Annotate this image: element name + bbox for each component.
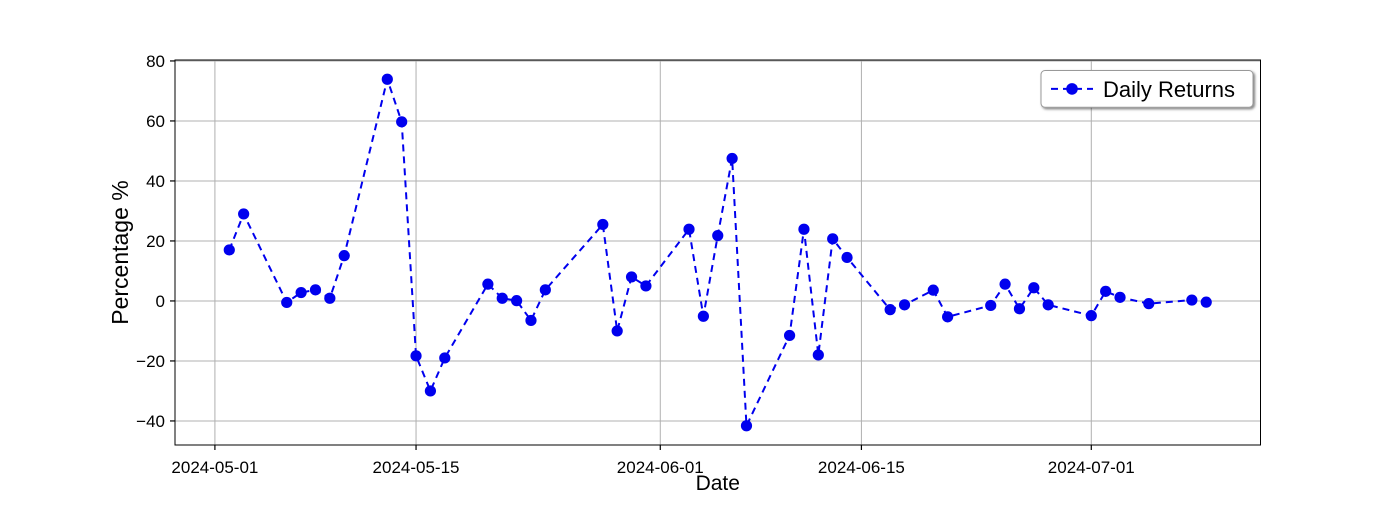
svg-text:Percentage %: Percentage % xyxy=(107,180,133,324)
svg-text:2024-06-01: 2024-06-01 xyxy=(617,458,704,477)
svg-text:2024-06-15: 2024-06-15 xyxy=(818,458,905,477)
svg-text:40: 40 xyxy=(146,172,165,191)
svg-text:−40: −40 xyxy=(136,412,165,431)
svg-text:2024-05-15: 2024-05-15 xyxy=(373,458,460,477)
svg-text:Daily Returns: Daily Returns xyxy=(1103,77,1235,102)
svg-text:0: 0 xyxy=(156,292,165,311)
svg-text:2024-07-01: 2024-07-01 xyxy=(1048,458,1135,477)
svg-text:80: 80 xyxy=(146,52,165,71)
svg-text:2024-05-01: 2024-05-01 xyxy=(171,458,258,477)
svg-text:−20: −20 xyxy=(136,352,165,371)
svg-text:Date: Date xyxy=(696,472,740,495)
svg-text:20: 20 xyxy=(146,232,165,251)
svg-text:60: 60 xyxy=(146,112,165,131)
